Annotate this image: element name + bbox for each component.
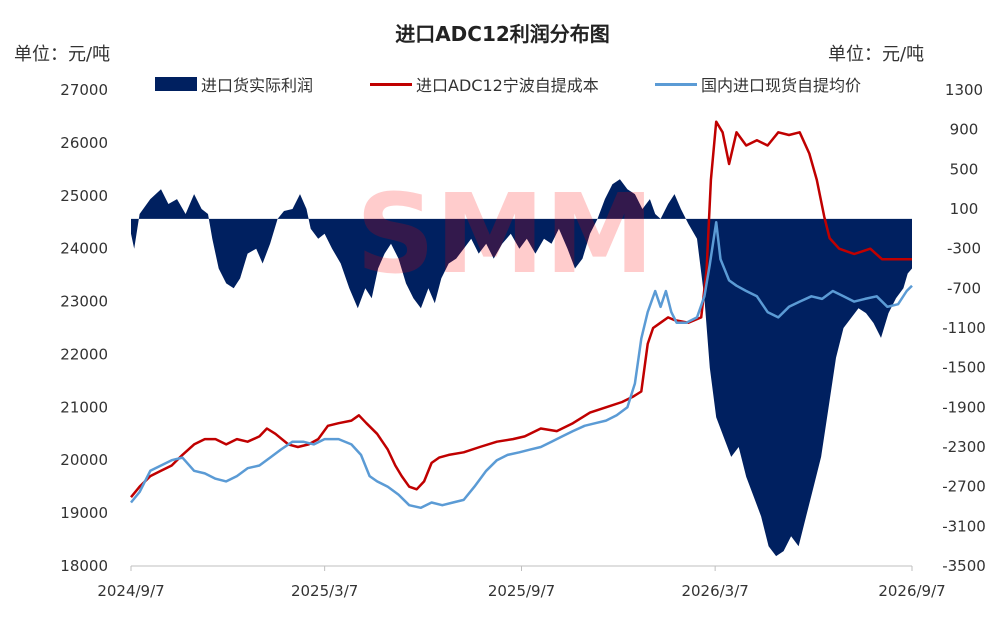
legend-label-price: 国内进口现货自提均价: [701, 76, 862, 95]
x-axis: 2024/9/7 2025/3/7 2025/9/7 2026/3/7 2026/9/7: [97, 565, 946, 600]
right-tick-label: -700: [947, 279, 981, 297]
x-tick-label: 2026/3/7: [681, 582, 748, 600]
left-tick-label: 19000: [60, 504, 108, 522]
series-line-cost: [130, 120, 912, 498]
left-tick-label: 23000: [60, 293, 108, 311]
right-tick-label: -3500: [942, 557, 986, 575]
watermark: SMM: [356, 170, 654, 298]
left-tick-label: 27000: [60, 81, 108, 99]
left-axis-unit: 单位：元/吨: [14, 44, 111, 65]
right-tick-label: -1500: [942, 359, 986, 377]
right-tick-label: -3100: [942, 517, 986, 535]
chart-title: 进口ADC12利润分布图: [395, 22, 610, 46]
right-tick-label: -1100: [942, 319, 986, 337]
x-tick-label: 2024/9/7: [97, 582, 164, 600]
right-tick-label: 500: [950, 160, 979, 178]
x-tick-label: 2025/9/7: [488, 582, 555, 600]
series-line-price: [130, 220, 913, 510]
right-tick-label: 100: [950, 200, 979, 218]
left-tick-label: 26000: [60, 134, 108, 152]
right-tick-label: 900: [950, 121, 979, 139]
legend-item-cost: 进口ADC12宁波自提成本: [370, 72, 599, 96]
legend-label-profit: 进口货实际利润: [201, 76, 314, 95]
right-tick-label: 1300: [945, 81, 983, 99]
series-area-profit: [131, 179, 912, 557]
right-axis-unit: 单位：元/吨: [828, 44, 925, 65]
x-tick-label: 2025/3/7: [291, 582, 358, 600]
right-axis: -3500 -3100 -2700 -2300 -1900 -1500 -1100 -700 -…: [942, 81, 986, 575]
right-tick-label: -300: [947, 240, 981, 258]
legend-swatch-price: [655, 82, 697, 86]
x-tick-label: 2026/9/7: [878, 582, 945, 600]
legend-item-profit: 进口货实际利润: [155, 72, 313, 96]
left-tick-label: 18000: [60, 557, 108, 575]
right-tick-label: -2300: [942, 438, 986, 456]
legend: 进口货实际利润 进口ADC12宁波自提成本 国内进口现货自提均价: [0, 72, 1005, 96]
right-tick-label: -1900: [942, 398, 986, 416]
series-layer: [130, 120, 913, 557]
left-tick-label: 21000: [60, 398, 108, 416]
left-tick-label: 22000: [60, 345, 108, 363]
left-tick-label: 20000: [60, 451, 108, 469]
legend-swatch-profit: [155, 77, 197, 91]
left-tick-label: 25000: [60, 187, 108, 205]
legend-label-cost: 进口ADC12宁波自提成本: [416, 76, 599, 95]
right-tick-label: -2700: [942, 478, 986, 496]
legend-item-price: 国内进口现货自提均价: [655, 72, 861, 96]
left-axis: 18000 19000 20000 21000 22000 23000 24000 25000…: [60, 81, 108, 575]
left-tick-label: 24000: [60, 240, 108, 258]
legend-swatch-cost: [370, 82, 412, 86]
